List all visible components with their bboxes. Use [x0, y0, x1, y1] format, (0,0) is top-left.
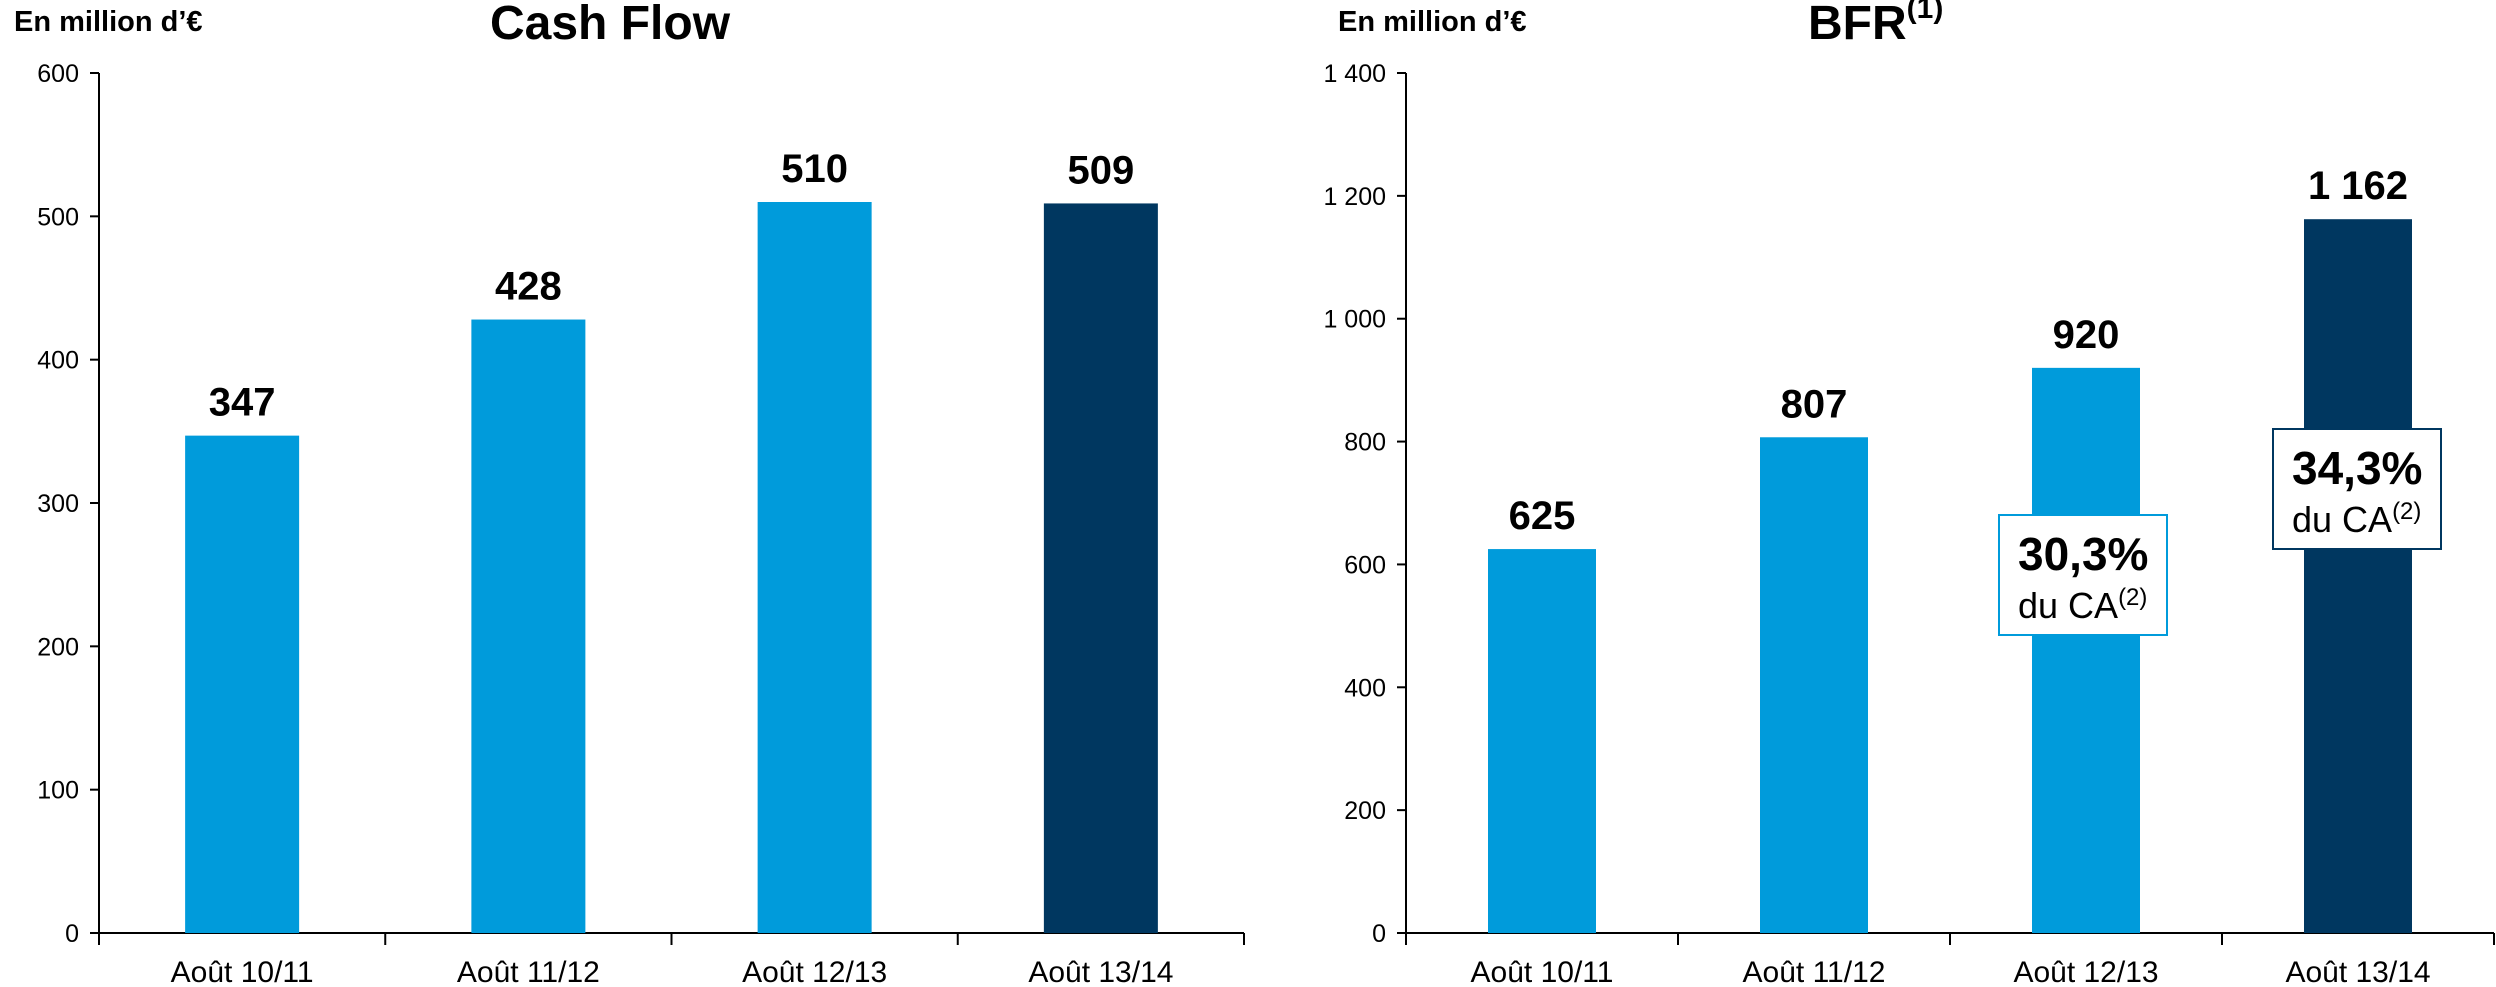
y-tick-label: 300: [37, 490, 79, 518]
y-tick-label: 200: [1344, 797, 1386, 825]
bar: [757, 202, 872, 933]
cash-flow-chart: En million d’€ Cash Flow 0 100 200 300 400 50…: [14, 0, 1245, 987]
x-category-label: Août 13/14: [1028, 956, 1173, 987]
bar: [471, 319, 586, 933]
annotation-footnote: (2): [2118, 584, 2148, 611]
annotation-text: du CA(2): [2018, 578, 2148, 626]
bar: [1760, 437, 1868, 933]
bar: [1043, 203, 1158, 933]
y-tick-label: 0: [65, 920, 79, 948]
bar: [185, 435, 300, 933]
x-category-label: Août 12/13: [742, 956, 887, 987]
x-category-label: Août 11/12: [457, 956, 600, 987]
bfr-chart: En million d’€ BFR(1) 0 200 400 600 800 1 000…: [1248, 0, 2496, 987]
cash-flow-title: Cash Flow: [490, 0, 731, 50]
annotation-label: du CA: [2018, 585, 2119, 626]
y-tick-label: 1 000: [1323, 306, 1386, 334]
y-tick-label: 1 200: [1323, 183, 1386, 211]
y-tick-label: 600: [1344, 551, 1386, 579]
y-tick-label: 1 400: [1323, 60, 1386, 88]
y-tick-label: 600: [37, 60, 79, 88]
x-category-label: Août 12/13: [2013, 956, 2158, 987]
bar-value-label: 625: [1509, 494, 1576, 538]
bar-value-label: 1 162: [2308, 164, 2408, 208]
annotation-percent: 34,3%: [2292, 442, 2423, 494]
annotation-text: du CA(2): [2292, 492, 2422, 540]
x-category-label: Août 13/14: [2285, 956, 2430, 987]
bar-value-label: 509: [1068, 148, 1135, 192]
bar-value-label: 807: [1781, 382, 1848, 426]
y-tick-label: 400: [37, 347, 79, 375]
x-category-label: Août 10/11: [171, 956, 314, 987]
bfr-title: BFR(1): [1808, 0, 1943, 51]
bfr-unit-label: En million d’€: [1338, 6, 1527, 38]
annotation-footnote: (2): [2392, 498, 2422, 525]
bfr-plot: 0 200 400 600 800 1 000 1 200 1 400 625 Août 10/1…: [1323, 60, 2495, 987]
cash-flow-plot: 0 100 200 300 400 500 600 347 Août 10/11 428 Août …: [37, 60, 1245, 987]
bfr-annotation-1213: 30,3% du CA(2): [1998, 514, 2169, 636]
y-tick-label: 800: [1344, 429, 1386, 457]
bfr-annotation-1314: 34,3% du CA(2): [2272, 428, 2443, 550]
bar-value-label: 347: [209, 381, 276, 425]
cash-flow-unit-label: En million d’€: [14, 6, 203, 38]
bar-value-label: 920: [2053, 313, 2120, 357]
bar: [2304, 219, 2412, 933]
y-tick-label: 400: [1344, 674, 1386, 702]
bar: [1488, 549, 1596, 933]
y-tick-label: 500: [37, 203, 79, 231]
bfr-title-text: BFR: [1808, 0, 1907, 50]
bar-value-label: 428: [495, 265, 562, 309]
x-category-label: Août 10/11: [1471, 956, 1614, 987]
y-tick-label: 200: [37, 633, 79, 661]
bfr-title-footnote: (1): [1906, 0, 1944, 25]
bar: [2032, 367, 2140, 933]
y-tick-label: 0: [1372, 920, 1386, 948]
y-tick-label: 100: [37, 777, 79, 805]
x-category-label: Août 11/12: [1743, 956, 1886, 987]
annotation-label: du CA: [2292, 499, 2393, 540]
bar-value-label: 510: [781, 147, 848, 191]
annotation-percent: 30,3%: [2018, 528, 2149, 580]
